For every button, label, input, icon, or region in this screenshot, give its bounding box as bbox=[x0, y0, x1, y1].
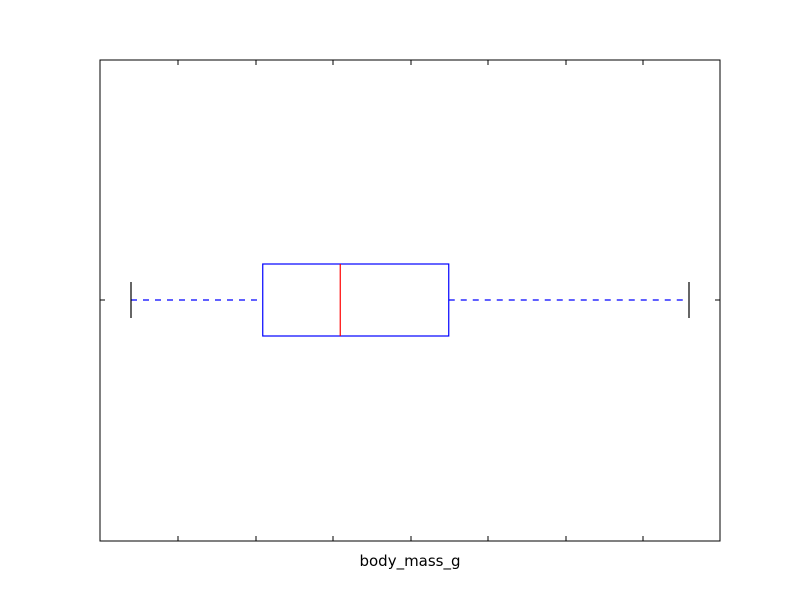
x-tick-label: body_mass_g bbox=[359, 552, 460, 571]
plot-area bbox=[99, 59, 721, 542]
iqr-box bbox=[262, 263, 450, 337]
